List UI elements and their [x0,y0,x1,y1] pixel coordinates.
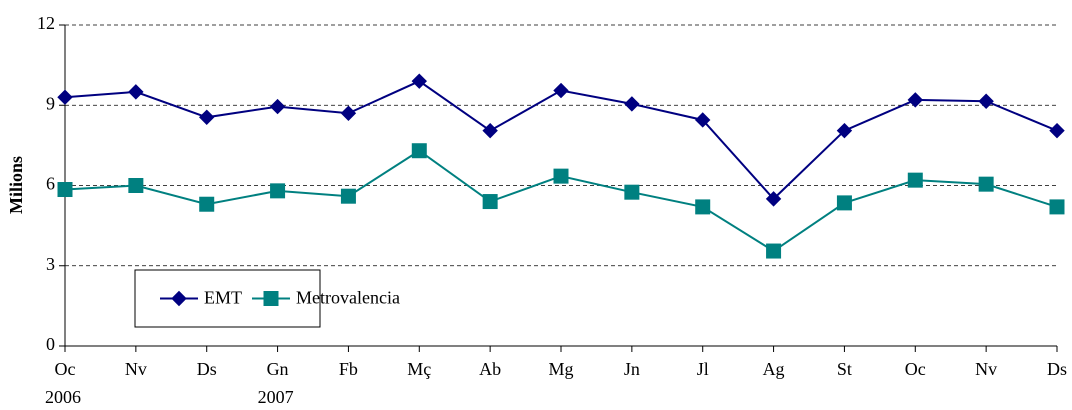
marker [482,194,498,210]
x-tick-label: Jl [697,359,709,379]
y-tick-label: 0 [46,334,55,354]
legend-marker [263,291,279,306]
x-tick-label: Ds [1047,359,1067,379]
marker [411,143,427,159]
x-tick-label: Mç [407,359,431,379]
legend-label: Metrovalencia [296,288,400,308]
marker [411,73,427,89]
marker [624,184,640,200]
x-tick-label: Oc [905,359,926,379]
marker [57,182,73,198]
marker [340,188,356,204]
marker [624,96,640,112]
marker [128,84,144,100]
x-tick-label: Ab [479,359,501,379]
marker [553,82,569,99]
x-tick-label: Jn [624,359,640,379]
marker [1049,122,1065,139]
y-tick-label: 9 [46,93,55,113]
marker [836,122,853,139]
marker [765,191,782,207]
marker [978,93,994,109]
marker [1049,199,1065,215]
y-tick-label: 6 [46,174,55,194]
marker [269,98,286,115]
marker [553,168,569,184]
x-tick-label: Nv [125,359,147,379]
marker [340,105,357,121]
marker [907,172,923,188]
x-tick-label: Ds [197,359,217,379]
x-tick-label: Mg [548,359,573,379]
marker [270,183,286,199]
x-tick-label: Gn [267,359,289,379]
marker [978,176,994,192]
legend-label: EMT [204,288,242,308]
x-tick-label: Fb [339,359,358,379]
x-tick-label: St [837,359,852,379]
x-year-label: 2007 [258,387,294,407]
marker [128,178,144,193]
marker [695,199,711,215]
marker [766,243,782,259]
x-tick-label: Nv [975,359,997,379]
x-tick-label: Ag [763,359,785,379]
marker [199,109,215,125]
y-axis-label: Milions [6,156,26,214]
y-tick-label: 12 [37,13,55,33]
x-tick-label: Oc [55,359,76,379]
y-tick-label: 3 [46,254,55,274]
marker [695,112,711,128]
marker [907,92,923,108]
marker [836,195,852,211]
marker [482,122,498,139]
x-year-label: 2006 [45,387,81,407]
legend-marker [171,290,187,307]
marker [57,89,73,105]
marker [199,196,215,212]
